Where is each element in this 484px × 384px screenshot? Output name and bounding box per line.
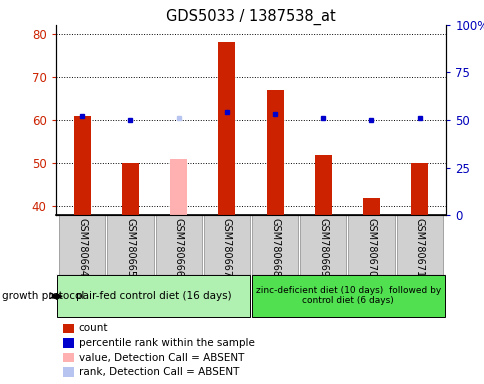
Bar: [348, 215, 394, 275]
Bar: [218, 42, 235, 215]
Text: count: count: [78, 323, 108, 333]
Title: GDS5033 / 1387538_at: GDS5033 / 1387538_at: [166, 9, 335, 25]
Bar: [122, 163, 138, 215]
Bar: [170, 159, 187, 215]
Bar: [203, 215, 250, 275]
Text: value, Detection Call = ABSENT: value, Detection Call = ABSENT: [78, 353, 243, 362]
Text: GSM780664: GSM780664: [77, 218, 87, 277]
Text: growth protocol: growth protocol: [2, 291, 85, 301]
Bar: [107, 215, 153, 275]
Bar: [57, 275, 250, 317]
Bar: [59, 215, 105, 275]
Bar: [74, 116, 91, 215]
Text: GSM780669: GSM780669: [318, 218, 328, 277]
Bar: [266, 90, 283, 215]
Text: GSM780671: GSM780671: [414, 218, 424, 277]
Text: GSM780666: GSM780666: [173, 218, 183, 277]
Text: pair-fed control diet (16 days): pair-fed control diet (16 days): [76, 291, 231, 301]
Bar: [410, 163, 427, 215]
Text: zinc-deficient diet (10 days)  followed by
control diet (6 days): zinc-deficient diet (10 days) followed b…: [255, 286, 440, 305]
Text: percentile rank within the sample: percentile rank within the sample: [78, 338, 254, 348]
Bar: [251, 275, 444, 317]
Bar: [363, 198, 379, 215]
Text: GSM780665: GSM780665: [125, 218, 135, 277]
Text: GSM780670: GSM780670: [366, 218, 376, 277]
Text: GSM780668: GSM780668: [270, 218, 280, 277]
Bar: [251, 215, 298, 275]
Text: GSM780667: GSM780667: [221, 218, 231, 277]
Bar: [314, 155, 331, 215]
Bar: [300, 215, 346, 275]
Bar: [396, 215, 442, 275]
Text: rank, Detection Call = ABSENT: rank, Detection Call = ABSENT: [78, 367, 239, 377]
Bar: [155, 215, 201, 275]
